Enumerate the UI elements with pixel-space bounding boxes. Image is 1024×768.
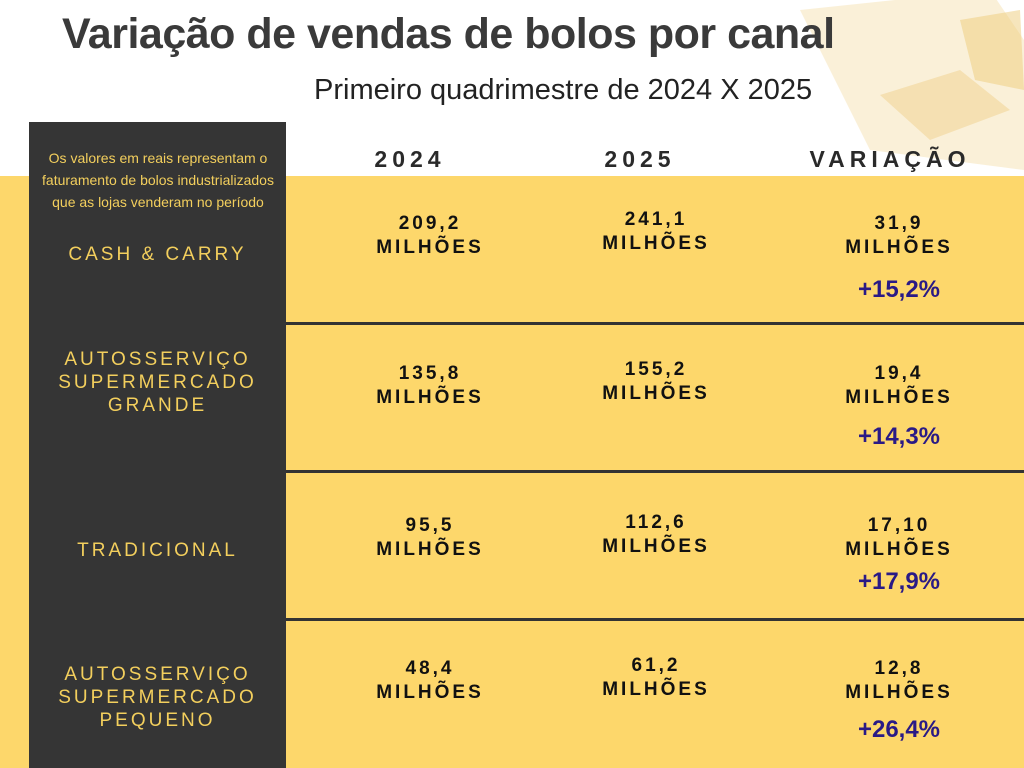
row-divider bbox=[286, 618, 1024, 621]
value-unit: MILHÕES bbox=[845, 682, 953, 703]
channel-label-line: CASH & CARRY bbox=[68, 244, 247, 265]
sidebar-panel bbox=[29, 122, 286, 768]
value-2024-cell: 135,8 MILHÕES bbox=[330, 362, 530, 410]
sidebar-note: Os valores em reais representam o fatura… bbox=[42, 150, 274, 210]
column-header-variation: VARIAÇÃO bbox=[809, 146, 971, 172]
value-unit: MILHÕES bbox=[376, 237, 484, 258]
column-header-2024: 2024 bbox=[374, 146, 446, 172]
page-subtitle: Primeiro quadrimestre de 2024 X 2025 bbox=[314, 74, 813, 106]
value-2024-cell: 209,2 MILHÕES bbox=[330, 212, 530, 260]
channel-label-line: AUTOSSERVIÇO bbox=[64, 664, 251, 685]
column-header-2025: 2025 bbox=[604, 146, 676, 172]
channel-label-line: TRADICIONAL bbox=[77, 540, 238, 561]
value-2025-cell: 61,2 MILHÕES bbox=[556, 654, 756, 702]
channel-label-line: AUTOSSERVIÇO bbox=[64, 349, 251, 370]
value-number: 155,2 bbox=[624, 359, 688, 380]
value-number: 48,4 bbox=[405, 658, 455, 679]
value-number: 31,9 bbox=[874, 213, 924, 234]
value-unit: MILHÕES bbox=[845, 539, 953, 560]
variation-percent: +17,9% bbox=[857, 568, 941, 595]
variation-cell: 12,8 MILHÕES bbox=[799, 657, 999, 705]
value-unit: MILHÕES bbox=[845, 387, 953, 408]
variation-percent: +14,3% bbox=[857, 423, 941, 450]
channel-label-line: SUPERMERCADO bbox=[58, 372, 257, 393]
variation-percent: +15,2% bbox=[857, 276, 941, 303]
value-unit: MILHÕES bbox=[602, 679, 710, 700]
value-unit: MILHÕES bbox=[602, 383, 710, 404]
value-2024-cell: 95,5 MILHÕES bbox=[330, 514, 530, 562]
value-2025-cell: 155,2 MILHÕES bbox=[556, 358, 756, 406]
variation-cell: 31,9 MILHÕES bbox=[799, 212, 999, 260]
value-unit: MILHÕES bbox=[376, 682, 484, 703]
variation-cell: 19,4 MILHÕES bbox=[799, 362, 999, 410]
cake-decoration-image bbox=[760, 0, 1024, 200]
value-unit: MILHÕES bbox=[602, 233, 710, 254]
value-number: 17,10 bbox=[867, 515, 931, 536]
channel-label-line: GRANDE bbox=[107, 395, 208, 416]
value-number: 135,8 bbox=[398, 363, 462, 384]
variation-cell: 17,10 MILHÕES bbox=[799, 514, 999, 562]
value-2025-cell: 112,6 MILHÕES bbox=[556, 511, 756, 559]
value-number: 241,1 bbox=[624, 209, 688, 230]
channel-label-line: PEQUENO bbox=[99, 710, 216, 731]
value-2024-cell: 48,4 MILHÕES bbox=[330, 657, 530, 705]
value-2025-cell: 241,1 MILHÕES bbox=[556, 208, 756, 256]
row-divider bbox=[286, 470, 1024, 473]
value-unit: MILHÕES bbox=[376, 387, 484, 408]
channel-label-autosservico-pequeno: AUTOSSERVIÇO SUPERMERCADO PEQUENO bbox=[29, 663, 286, 732]
value-number: 112,6 bbox=[625, 512, 687, 533]
channel-label-autosservico-grande: AUTOSSERVIÇO SUPERMERCADO GRANDE bbox=[29, 348, 286, 417]
page-title: Variação de vendas de bolos por canal bbox=[62, 10, 835, 58]
value-unit: MILHÕES bbox=[376, 539, 484, 560]
value-number: 12,8 bbox=[874, 658, 924, 679]
variation-percent: +26,4% bbox=[857, 716, 941, 743]
channel-label-cash-carry: CASH & CARRY bbox=[29, 243, 286, 266]
value-unit: MILHÕES bbox=[602, 536, 710, 557]
channel-label-tradicional: TRADICIONAL bbox=[29, 539, 286, 562]
value-number: 209,2 bbox=[398, 213, 462, 234]
value-number: 19,4 bbox=[874, 363, 924, 384]
value-unit: MILHÕES bbox=[845, 237, 953, 258]
value-number: 95,5 bbox=[405, 515, 455, 536]
channel-label-line: SUPERMERCADO bbox=[58, 687, 257, 708]
value-number: 61,2 bbox=[631, 655, 681, 676]
row-divider bbox=[286, 322, 1024, 325]
